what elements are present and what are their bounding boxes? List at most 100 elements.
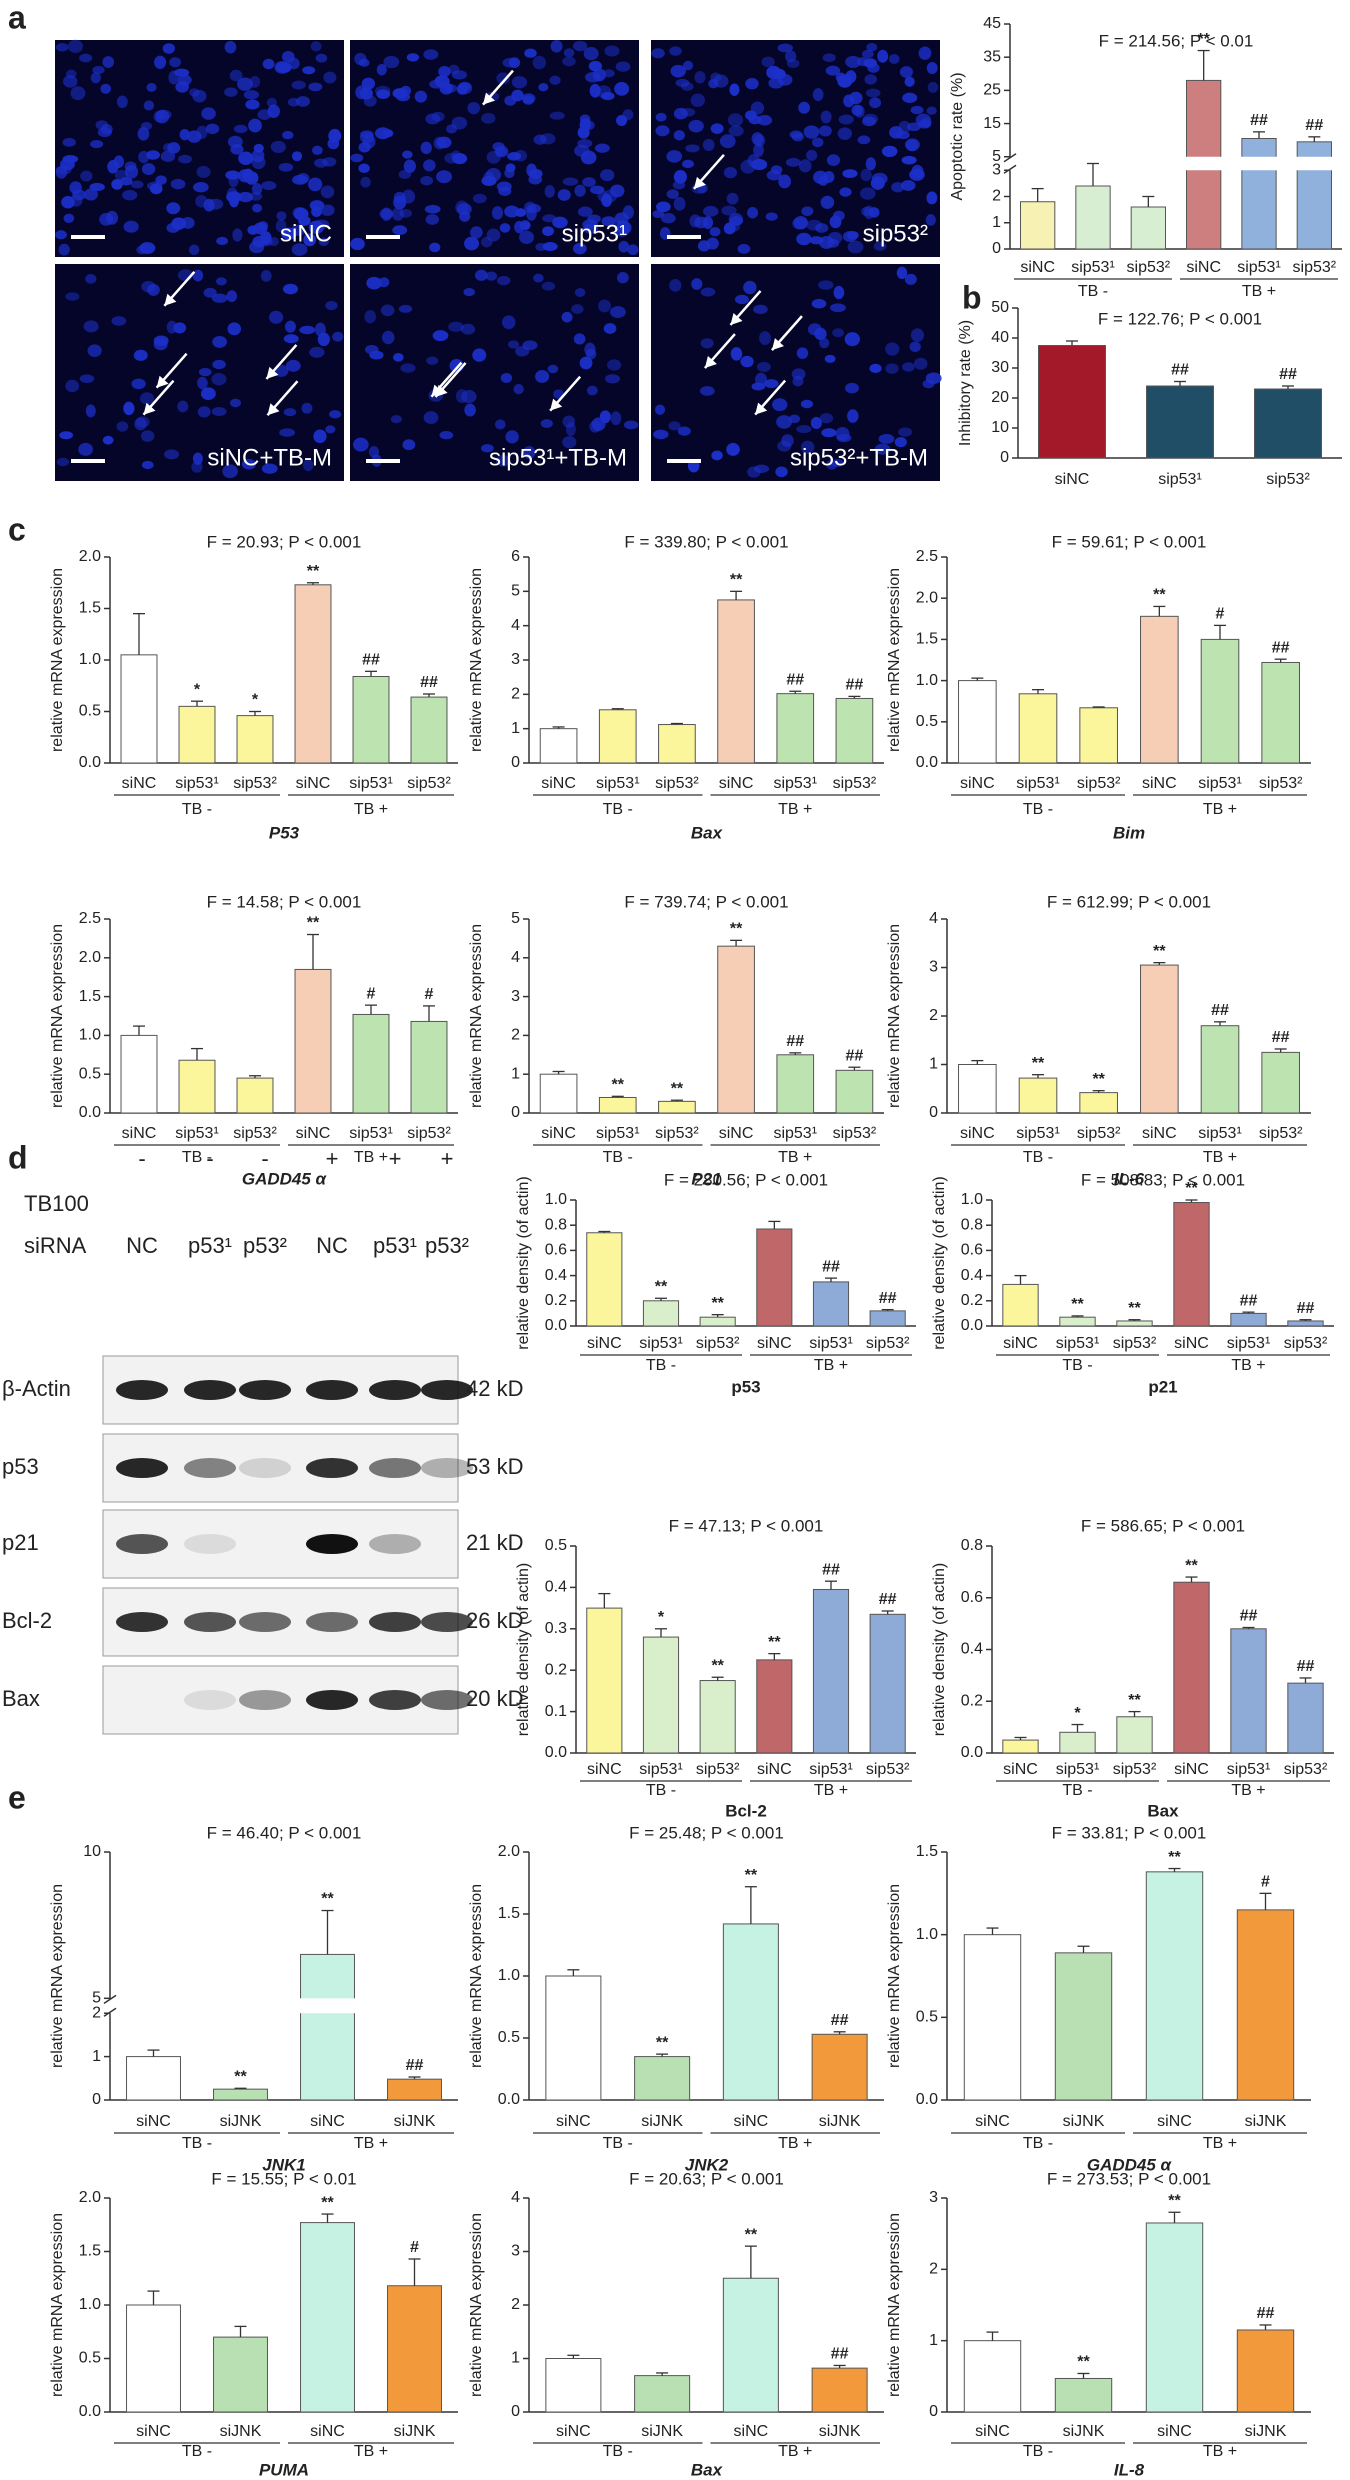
- nucleus: [495, 419, 506, 430]
- significance: ##: [1240, 1608, 1258, 1625]
- nucleus: [803, 125, 820, 139]
- nucleus: [140, 430, 155, 442]
- significance: **: [1197, 31, 1210, 48]
- nucleus: [927, 81, 939, 93]
- nucleus: [491, 206, 504, 220]
- nucleus: [729, 215, 744, 226]
- nucleus: [56, 457, 70, 467]
- axis-break: [1003, 164, 1017, 174]
- nucleus: [873, 241, 887, 251]
- group-label: TB +: [778, 2135, 812, 2152]
- y-tick-label: 1.0: [961, 1191, 983, 1208]
- nucleus: [574, 144, 590, 157]
- x-tick-label: siJNK: [220, 2423, 262, 2440]
- nucleus: [262, 58, 275, 70]
- nucleus: [359, 87, 373, 100]
- y-tick-label: 1: [511, 1065, 520, 1082]
- band: [306, 1458, 358, 1478]
- group-label: TB -: [1078, 283, 1108, 300]
- group-label: TB +: [354, 2135, 388, 2152]
- nucleus: [481, 112, 496, 124]
- nucleus: [532, 55, 547, 70]
- nucleus: [682, 159, 694, 169]
- x-tick-label: siJNK: [641, 2423, 683, 2440]
- nucleus: [820, 110, 832, 124]
- nucleus: [618, 240, 630, 253]
- x-tick-label: sip53²: [233, 775, 277, 792]
- significance: **: [1128, 1692, 1141, 1709]
- band: [306, 1690, 358, 1710]
- nucleus: [571, 304, 584, 314]
- bar: [213, 2336, 268, 2413]
- nucleus: [675, 78, 690, 87]
- nucleus: [700, 338, 714, 349]
- nucleus: [899, 66, 913, 78]
- nucleus: [582, 219, 598, 230]
- nucleus: [245, 99, 260, 110]
- x-tick-label: siNC: [122, 775, 157, 792]
- nucleus: [62, 75, 78, 88]
- y-tick-label: 1.0: [916, 1926, 938, 1943]
- nucleus: [673, 130, 685, 141]
- nucleus: [604, 45, 620, 57]
- bar: [869, 1310, 906, 1327]
- x-tick-label: sip53²: [1284, 1761, 1328, 1778]
- nucleus: [485, 271, 498, 281]
- group-label: TB +: [354, 801, 388, 818]
- nucleus: [734, 294, 749, 305]
- nucleus: [750, 101, 765, 115]
- y-axis-label: relative mRNA expression: [886, 2213, 903, 2397]
- x-tick-label: siNC: [556, 2113, 591, 2130]
- nucleus: [232, 228, 243, 242]
- band: [239, 1612, 291, 1632]
- nucleus: [713, 74, 729, 88]
- x-tick-label: sip53¹: [175, 775, 219, 792]
- y-tick-label: 2.5: [79, 910, 101, 927]
- y-tick-label: 4: [929, 910, 938, 927]
- y-tick-label: 1.0: [545, 1191, 567, 1208]
- significance: ##: [1297, 1300, 1315, 1317]
- y-tick-label: 1.5: [916, 631, 938, 648]
- bar: [213, 2088, 268, 2101]
- band: [116, 1612, 168, 1632]
- bar: [1079, 1092, 1118, 1114]
- nucleus: [283, 408, 297, 417]
- nucleus: [153, 110, 165, 123]
- nucleus: [519, 230, 535, 244]
- group-label: TB -: [182, 2443, 212, 2460]
- nucleus: [661, 213, 676, 224]
- y-tick-label: 25: [983, 82, 1001, 99]
- nucleus: [860, 168, 872, 182]
- group-label: TB -: [1023, 2135, 1053, 2152]
- nucleus: [111, 178, 123, 190]
- panel-label: e: [8, 1779, 26, 1815]
- significance: **: [321, 2194, 334, 2211]
- x-tick-label: siNC: [1186, 259, 1221, 276]
- x-tick-label: siNC: [587, 1335, 622, 1352]
- y-tick-label: 2: [92, 2004, 101, 2021]
- arrow-head: [431, 384, 444, 397]
- bar: [776, 1054, 815, 1114]
- x-tick-label: sip53²: [696, 1761, 740, 1778]
- nucleus: [100, 83, 112, 94]
- nucleus: [835, 427, 850, 441]
- x-tick-label: siNC: [960, 775, 995, 792]
- y-axis-label: relative mRNA expression: [468, 1884, 485, 2068]
- stat-label: F = 508.83; P < 0.001: [1081, 1170, 1245, 1189]
- nucleus: [822, 53, 836, 63]
- x-tick-label: siNC: [1142, 775, 1177, 792]
- nucleus: [379, 208, 394, 220]
- nucleus: [562, 436, 577, 449]
- nucleus: [869, 363, 882, 373]
- significance: ##: [831, 2012, 849, 2029]
- nucleus: [737, 243, 751, 254]
- nucleus: [702, 216, 713, 230]
- y-tick-label: 4: [511, 617, 520, 634]
- nucleus: [203, 287, 217, 298]
- break-gap: [1240, 156, 1278, 171]
- nucleus: [909, 341, 921, 353]
- y-tick-label: 1.0: [79, 2296, 101, 2313]
- y-tick-label: 6: [511, 548, 520, 565]
- nucleus: [801, 440, 815, 454]
- arrow-head: [550, 398, 563, 411]
